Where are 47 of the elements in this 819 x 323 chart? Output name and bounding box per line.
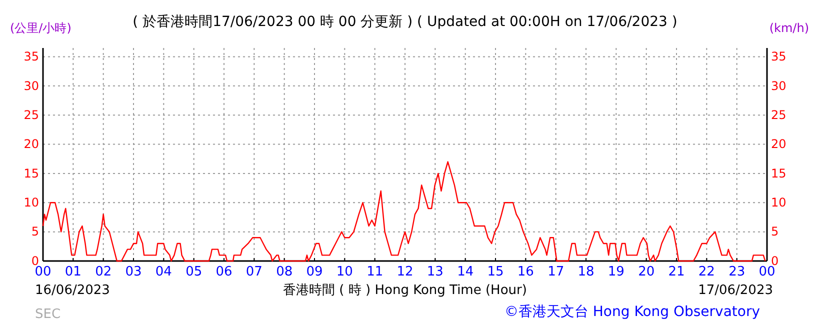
chart-title: ( 於香港時間17/06/2023 00 時 00 分更新 ) ( Updated at 00:00H on 17/06/2023 ) — [132, 14, 678, 30]
y-tick-label: 20 — [24, 137, 39, 152]
y-tick-label: 15 — [24, 166, 39, 180]
x-axis-title: 香港時間 ( 時 ) Hong Kong Time (Hour) — [283, 283, 527, 298]
x-tick-label: 13 — [426, 264, 444, 280]
y-tick-label: 10 — [24, 195, 39, 210]
x-tick-label: 04 — [155, 264, 172, 280]
y2-tick-label: 10 — [771, 195, 786, 210]
x-tick-label: 18 — [578, 264, 594, 280]
x-tick-label: 05 — [186, 264, 202, 280]
x-tick-label: 03 — [125, 264, 142, 280]
x-tick-label: 02 — [95, 264, 112, 280]
text: 17/06/2023 — [698, 283, 773, 298]
x-tick-label: 06 — [216, 264, 232, 280]
y2-tick-label: 35 — [771, 50, 786, 64]
y2-tick-label: 5 — [771, 224, 779, 239]
x-tick-label: 23 — [728, 264, 746, 280]
y-tick-label: 25 — [24, 108, 39, 122]
y2-tick-label: 15 — [771, 166, 786, 180]
x-tick-label: 11 — [366, 264, 384, 280]
y2-tick-label: 25 — [771, 108, 786, 122]
y-tick-label: 5 — [31, 224, 39, 239]
y-tick-label: 35 — [24, 50, 39, 64]
y2-axis-title: (km/h) — [769, 21, 809, 35]
x-tick-label: 20 — [638, 264, 655, 280]
x-tick-label: 00 — [758, 264, 776, 280]
x-tick-label: 01 — [64, 264, 82, 280]
y2-tick-label: 30 — [771, 78, 786, 93]
x-tick-label: 12 — [396, 264, 414, 280]
x-tick-label: 15 — [487, 264, 504, 280]
x-tick-label: 21 — [668, 264, 685, 280]
x-tick-label: 08 — [276, 264, 293, 280]
x-tick-label: 00 — [34, 264, 52, 280]
x-tick-label: 22 — [698, 264, 715, 280]
x-tick-label: 17 — [548, 264, 564, 280]
x-tick-label: 10 — [336, 264, 353, 280]
text: SEC — [35, 307, 61, 322]
y2-tick-label: 20 — [771, 137, 786, 152]
x-tick-label: 14 — [457, 264, 474, 280]
text: 16/06/2023 — [35, 283, 110, 298]
text: ©香港天文台 Hong Kong Observatory — [504, 304, 760, 320]
x-tick-label: 19 — [608, 264, 624, 280]
y-axis-title: (公里/小時) — [10, 21, 72, 35]
y-tick-label: 30 — [24, 78, 39, 93]
x-tick-label: 07 — [246, 264, 262, 280]
x-tick-label: 09 — [306, 264, 323, 280]
x-tick-label: 16 — [517, 264, 534, 280]
